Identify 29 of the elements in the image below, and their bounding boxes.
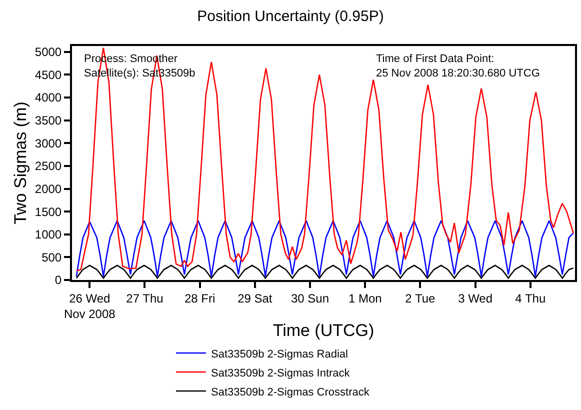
y-tick-label: 0	[54, 273, 62, 288]
x-tick-label: 3 Wed	[458, 291, 493, 306]
x-axis-title: Time (UTCG)	[272, 320, 374, 340]
x-tick-label: 29 Sat	[238, 291, 273, 306]
legend-label: Sat33509b 2-Sigmas Crosstrack	[211, 386, 370, 398]
x-tick-label: 4 Thu	[515, 291, 546, 306]
x-tick-label: 27 Thu	[126, 291, 164, 306]
x-tick-label: 1 Mon	[348, 291, 382, 306]
x-tick-label: 26 Wed Nov 2008	[64, 291, 116, 321]
y-tick-label: 500	[42, 250, 62, 264]
y-tick-label: 5000	[34, 45, 62, 60]
legend-label: Sat33509b 2-Sigmas Radial	[211, 348, 348, 360]
x-tick-label: 28 Fri	[184, 291, 216, 306]
y-tick-label: 2000	[34, 182, 62, 196]
y-tick-label: 3000	[34, 136, 62, 150]
legend-label: Sat33509b 2-Sigmas Intrack	[211, 367, 350, 380]
line-series	[76, 220, 574, 277]
chart-title: Position Uncertainty (0.95P)	[197, 8, 384, 25]
y-tick-label: 4500	[34, 68, 62, 82]
y-tick-label: 1000	[34, 228, 62, 242]
annotation: Time of First Data Point: 25 Nov 2008 18:20:30.680 UTCG	[376, 53, 540, 80]
y-tick-label: 3500	[34, 114, 62, 128]
y-tick-label: 4000	[34, 90, 62, 105]
y-tick-label: 2500	[34, 159, 62, 174]
y-axis-title: Two Sigmas (m)	[10, 102, 30, 224]
y-tick-label: 1500	[34, 204, 62, 219]
x-tick-label: 2 Tue	[405, 291, 436, 306]
x-tick-label: 30 Sun	[290, 291, 330, 306]
line-series	[76, 47, 574, 272]
